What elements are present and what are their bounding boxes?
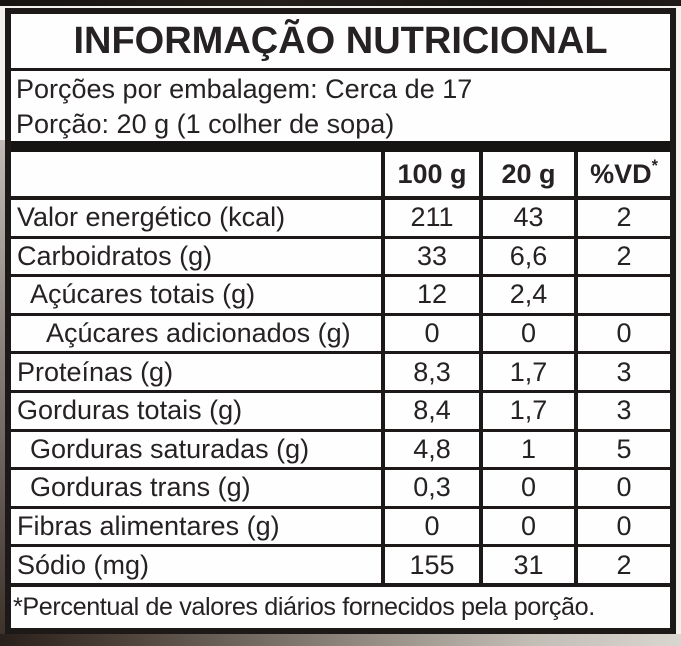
table-row: Açúcares totais (g) 12 2,4 [11,277,670,316]
value-vd: 3 [574,392,670,429]
value-100g: 0,3 [381,470,479,506]
nutrient-label: Fibras alimentares (g) [17,511,280,542]
photo-bottom-edge [0,634,681,646]
servings-per-package: Porções por embalagem: Cerca de 17 [16,74,473,104]
value-vd: 0 [574,470,670,506]
value-20g: 0 [479,315,574,352]
nutrient-label: Proteínas (g) [17,356,174,387]
title-divider [11,68,670,71]
table-row: Gorduras saturadas (g) 4,8 1 5 [11,431,670,471]
header-cell-100g: 100 g [381,152,479,196]
value-100g: 0 [381,508,479,545]
label-title: INFORMAÇÃO NUTRICIONAL [73,19,608,62]
value-100g: 4,8 [381,431,479,468]
value-vd: 0 [574,508,670,545]
photo-left-edge [0,140,5,636]
header-cell-label [11,152,381,196]
table-row: Gorduras totais (g) 8,4 1,7 3 [11,392,670,432]
photo-top-edge [0,0,681,6]
value-100g: 12 [381,277,479,313]
daily-value-footnote: *Percentual de valores diários fornecido… [13,592,595,621]
value-100g: 8,4 [381,392,479,429]
header-cell-vd: %VD * [574,152,670,196]
table-row: Açúcares adicionados (g) 0 0 0 [11,315,670,355]
nutrition-label: INFORMAÇÃO NUTRICIONAL Porções por embal… [5,8,676,634]
serving-size: Porção: 20 g (1 colher de sopa) [16,109,395,139]
value-vd [574,277,670,313]
value-vd: 0 [574,315,670,352]
value-vd: 5 [574,431,670,468]
header-vd-asterisk: * [651,157,658,176]
value-vd: 3 [574,354,670,390]
header-vd-text: %VD [590,158,652,189]
nutrient-label: Valor energético (kcal) [17,202,286,233]
nutrient-label: Açúcares totais (g) [30,279,256,310]
value-20g: 31 [479,547,574,583]
nutrient-label: Gorduras trans (g) [30,472,251,503]
thick-divider-bar [11,141,670,152]
table-row: Proteínas (g) 8,3 1,7 3 [11,354,670,393]
table-row: Gorduras trans (g) 0,3 0 0 [11,470,670,509]
nutrient-label: Açúcares adicionados (g) [46,318,351,349]
nutrient-label: Gorduras totais (g) [17,395,243,426]
value-20g: 6,6 [479,238,574,275]
header-cell-20g: 20 g [479,152,574,196]
table-header-row: 100 g 20 g %VD * [11,152,670,200]
table-row: Carboidratos (g) 33 6,6 2 [11,238,670,278]
value-20g: 2,4 [479,277,574,313]
value-20g: 0 [479,470,574,506]
table-row: Fibras alimentares (g) 0 0 0 [11,508,670,548]
value-20g: 1 [479,431,574,468]
label-header: INFORMAÇÃO NUTRICIONAL [11,14,670,68]
nutrient-label: Sódio (mg) [17,549,150,580]
value-100g: 155 [381,547,479,583]
value-100g: 211 [381,200,479,236]
table-row: Valor energético (kcal) 211 43 2 [11,200,670,239]
value-100g: 8,3 [381,354,479,390]
value-20g: 0 [479,508,574,545]
nutrient-label: Gorduras saturadas (g) [30,433,310,464]
value-20g: 1,7 [479,354,574,390]
value-vd: 2 [574,238,670,275]
value-100g: 33 [381,238,479,275]
value-vd: 2 [574,547,670,583]
value-vd: 2 [574,200,670,236]
value-20g: 43 [479,200,574,236]
value-100g: 0 [381,315,479,352]
table-row: Sódio (mg) 155 31 2 [11,547,670,587]
nutrient-label: Carboidratos (g) [17,240,213,271]
value-20g: 1,7 [479,392,574,429]
